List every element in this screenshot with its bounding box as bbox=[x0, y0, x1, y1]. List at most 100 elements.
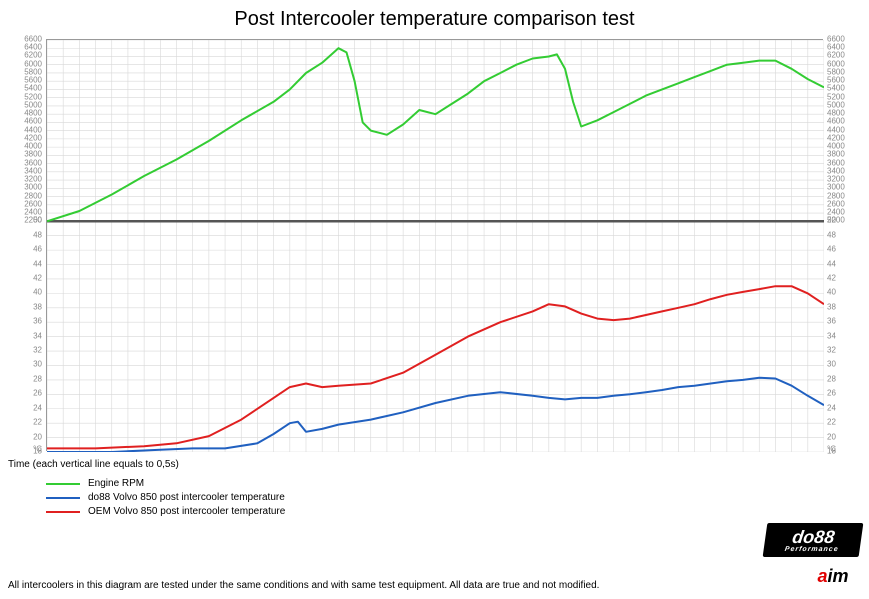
y-tick-label: 4800 bbox=[825, 109, 861, 118]
y-axis-labels-left: 2200240026002800300032003400360038004000… bbox=[8, 39, 44, 451]
legend-swatch-do88 bbox=[46, 497, 80, 499]
chart-title: Post Intercooler temperature comparison … bbox=[8, 8, 861, 31]
y-tick-label: 6600 bbox=[8, 35, 44, 44]
y-tick-label: 6200 bbox=[8, 51, 44, 60]
y-tick-label: 4200 bbox=[825, 133, 861, 142]
y-tick-label: 42 bbox=[825, 273, 861, 282]
legend-item-oem: OEM Volvo 850 post intercooler temperatu… bbox=[46, 506, 861, 517]
footer: All intercoolers in this diagram are tes… bbox=[8, 523, 861, 591]
y-tick-label: 4400 bbox=[8, 125, 44, 134]
legend-label-do88: do88 Volvo 850 post intercooler temperat… bbox=[88, 492, 285, 503]
y-tick-label: 48 bbox=[825, 230, 861, 239]
chart-container: 2200240026002800300032003400360038004000… bbox=[8, 35, 861, 455]
y-tick-label: 4600 bbox=[825, 117, 861, 126]
y-tick-label: 4200 bbox=[8, 133, 44, 142]
y-tick-label: 5200 bbox=[825, 92, 861, 101]
y-tick-label: 44 bbox=[8, 259, 44, 268]
y-tick-label: 3000 bbox=[825, 183, 861, 192]
y-tick-label: 5000 bbox=[8, 100, 44, 109]
y-tick-label: 22 bbox=[825, 418, 861, 427]
y-tick-label: 20 bbox=[825, 432, 861, 441]
legend-item-do88: do88 Volvo 850 post intercooler temperat… bbox=[46, 492, 861, 503]
y-tick-label: 3200 bbox=[8, 175, 44, 184]
y-tick-label: 3200 bbox=[825, 175, 861, 184]
y-tick-label: 3400 bbox=[825, 166, 861, 175]
y-tick-label: 32 bbox=[8, 346, 44, 355]
y-tick-label: 42 bbox=[8, 273, 44, 282]
y-tick-label: 4400 bbox=[825, 125, 861, 134]
y-tick-label: 2800 bbox=[8, 191, 44, 200]
y-tick-label: 2600 bbox=[825, 199, 861, 208]
chart-plot-area bbox=[46, 39, 823, 451]
y-tick-label: 5800 bbox=[825, 67, 861, 76]
y-tick-label: 3400 bbox=[8, 166, 44, 175]
y-tick-label: 22 bbox=[8, 418, 44, 427]
y-tick-label: 34 bbox=[825, 331, 861, 340]
y-tick-label: °C bbox=[8, 444, 44, 453]
y-tick-label: 44 bbox=[825, 259, 861, 268]
y-tick-label: 5800 bbox=[8, 67, 44, 76]
aim-logo-a: a bbox=[817, 566, 827, 587]
y-tick-label: 24 bbox=[8, 403, 44, 412]
y-tick-label: 2800 bbox=[825, 191, 861, 200]
y-tick-label: 26 bbox=[825, 389, 861, 398]
y-tick-label: 46 bbox=[825, 245, 861, 254]
y-tick-label: 4600 bbox=[8, 117, 44, 126]
y-tick-label: 24 bbox=[825, 403, 861, 412]
y-tick-label: 48 bbox=[8, 230, 44, 239]
y-tick-label: °C bbox=[825, 444, 861, 453]
y-tick-label: 3800 bbox=[8, 150, 44, 159]
y-tick-label: 5600 bbox=[825, 76, 861, 85]
x-axis-label: Time (each vertical line equals to 0,5s) bbox=[8, 459, 861, 470]
y-tick-label: 40 bbox=[8, 288, 44, 297]
y-tick-label: 50 bbox=[8, 216, 44, 225]
y-tick-label: 6200 bbox=[825, 51, 861, 60]
y-tick-label: 5600 bbox=[8, 76, 44, 85]
y-tick-label: 3000 bbox=[8, 183, 44, 192]
y-tick-label: 6400 bbox=[825, 43, 861, 52]
y-tick-label: 6000 bbox=[8, 59, 44, 68]
y-tick-label: 46 bbox=[8, 245, 44, 254]
y-tick-label: 4800 bbox=[8, 109, 44, 118]
y-tick-label: 5200 bbox=[8, 92, 44, 101]
legend-item-rpm: Engine RPM bbox=[46, 478, 861, 489]
y-tick-label: 3800 bbox=[825, 150, 861, 159]
y-tick-label: 30 bbox=[825, 360, 861, 369]
y-tick-label: 28 bbox=[825, 374, 861, 383]
y-tick-label: 6600 bbox=[825, 35, 861, 44]
chart-svg bbox=[47, 40, 824, 452]
y-tick-label: 36 bbox=[825, 317, 861, 326]
y-tick-label: 26 bbox=[8, 389, 44, 398]
chart-legend: Engine RPM do88 Volvo 850 post intercool… bbox=[46, 478, 861, 517]
legend-swatch-oem bbox=[46, 511, 80, 513]
y-tick-label: 28 bbox=[8, 374, 44, 383]
y-tick-label: 3600 bbox=[825, 158, 861, 167]
logos: do88 Performance aim bbox=[765, 523, 861, 591]
y-tick-label: 4000 bbox=[8, 142, 44, 151]
y-tick-label: 38 bbox=[8, 302, 44, 311]
disclaimer-text: All intercoolers in this diagram are tes… bbox=[8, 580, 599, 591]
y-tick-label: 40 bbox=[825, 288, 861, 297]
y-tick-label: 36 bbox=[8, 317, 44, 326]
y-tick-label: 38 bbox=[825, 302, 861, 311]
y-tick-label: 2600 bbox=[8, 199, 44, 208]
y-tick-label: 34 bbox=[8, 331, 44, 340]
y-tick-label: 5000 bbox=[825, 100, 861, 109]
aim-logo-im: im bbox=[828, 566, 849, 587]
do88-logo-subtext: Performance bbox=[784, 546, 839, 553]
y-tick-label: 6400 bbox=[8, 43, 44, 52]
do88-logo-text: do88 bbox=[791, 528, 836, 546]
do88-logo: do88 Performance bbox=[763, 523, 864, 557]
y-axis-labels-right: 2200240026002800300032003400360038004000… bbox=[825, 39, 861, 451]
aim-logo: aim bbox=[805, 561, 861, 591]
y-tick-label: 50 bbox=[825, 216, 861, 225]
y-tick-label: 30 bbox=[8, 360, 44, 369]
y-tick-label: 32 bbox=[825, 346, 861, 355]
y-tick-label: 20 bbox=[8, 432, 44, 441]
y-tick-label: 6000 bbox=[825, 59, 861, 68]
y-tick-label: 4000 bbox=[825, 142, 861, 151]
legend-label-rpm: Engine RPM bbox=[88, 478, 144, 489]
legend-label-oem: OEM Volvo 850 post intercooler temperatu… bbox=[88, 506, 285, 517]
y-tick-label: 5400 bbox=[825, 84, 861, 93]
y-tick-label: 5400 bbox=[8, 84, 44, 93]
